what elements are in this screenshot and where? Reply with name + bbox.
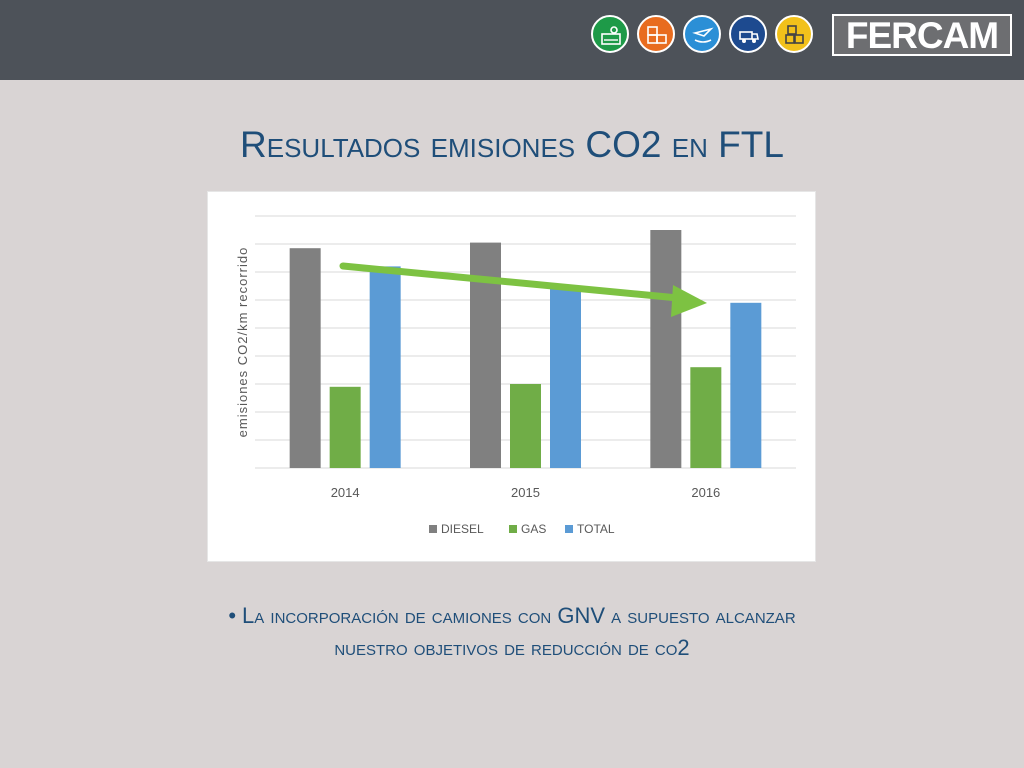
warehouse-icon — [637, 15, 675, 53]
y-axis-label: emisiones CO2/km recorrido — [235, 247, 250, 438]
x-tick-label: 2014 — [331, 485, 360, 500]
bullet-marker: • — [228, 603, 237, 628]
fercam-logo: FERCAM — [832, 14, 1012, 56]
x-tick-label: 2015 — [511, 485, 540, 500]
bar-total-2014 — [369, 266, 401, 468]
bullet-line-1: La incorporación de camiones con GNV a s… — [242, 603, 796, 628]
air-sea-icon — [683, 15, 721, 53]
bullet-text: • La incorporación de camiones con GNV a … — [150, 600, 874, 664]
bar-gas-2014 — [329, 386, 361, 468]
slide-title: Resultados emisiones CO2 en FTL — [240, 124, 784, 165]
trend-arrow-shaft — [339, 262, 682, 302]
bar-chart: 2014 2015 2016 emisiones CO2/km recorrido DI… — [235, 215, 796, 536]
header-bar: FERCAM — [0, 0, 1024, 80]
x-tick-label: 2016 — [691, 485, 720, 500]
legend-swatch-diesel — [429, 525, 437, 533]
bullet-line-2: nuestro objetivos de reducción de co2 — [334, 635, 690, 660]
bar-total-2015 — [550, 286, 581, 468]
transport-icon — [729, 15, 767, 53]
legend-swatch-total — [565, 525, 573, 533]
bar-gas-2016 — [690, 367, 722, 468]
logistics-icon — [591, 15, 629, 53]
bar-diesel-2016 — [650, 230, 682, 468]
legend-swatch-gas — [509, 525, 517, 533]
trend-arrow-head — [671, 285, 707, 317]
legend-label-diesel: DIESEL — [441, 522, 484, 536]
bar-gas-2015 — [510, 384, 541, 468]
bar-diesel-2014 — [289, 248, 321, 468]
legend-label-total: TOTAL — [577, 522, 615, 536]
chart-frame: 2014 2015 2016 emisiones CO2/km recorrido DI… — [207, 191, 816, 562]
removals-icon — [775, 15, 813, 53]
brand-name: FERCAM — [834, 16, 1010, 54]
bar-total-2016 — [730, 302, 762, 468]
legend-label-gas: GAS — [521, 522, 546, 536]
